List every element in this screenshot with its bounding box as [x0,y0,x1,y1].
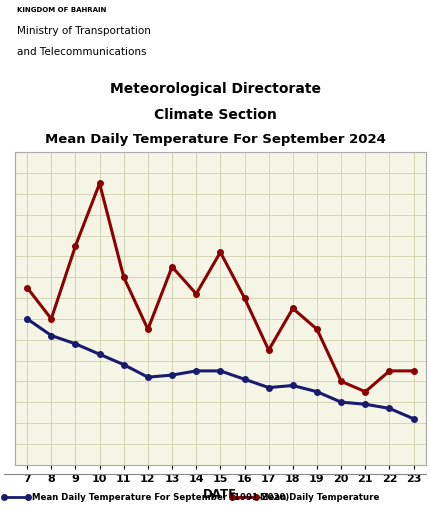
Text: Mean Daily Temperature: Mean Daily Temperature [260,493,380,502]
Text: KINGDOM OF BAHRAIN: KINGDOM OF BAHRAIN [17,7,107,13]
Text: Meteorological Directorate: Meteorological Directorate [110,82,320,96]
Text: Mean Daily Temperature For September (1991-2020): Mean Daily Temperature For September (19… [32,493,289,502]
Text: Ministry of Transportation: Ministry of Transportation [17,26,151,36]
Text: Mean Daily Temperature For September 2024: Mean Daily Temperature For September 202… [45,133,385,146]
Text: Climate Section: Climate Section [154,108,276,122]
Text: and Telecommunications: and Telecommunications [17,47,147,57]
X-axis label: DATE: DATE [203,488,237,501]
